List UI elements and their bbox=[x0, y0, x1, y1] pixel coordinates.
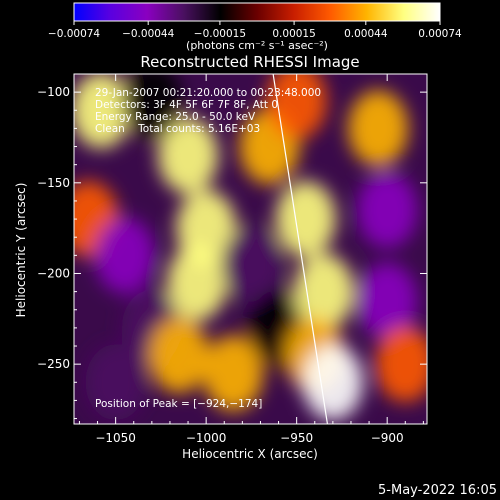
annotation-energy-range: Energy Range: 25.0 - 50.0 keV bbox=[95, 111, 256, 123]
colorbar-gradient bbox=[73, 2, 441, 22]
x-tick-label: −900 bbox=[371, 431, 404, 445]
y-tick-label: −150 bbox=[37, 176, 70, 190]
x-axis-label: Heliocentric X (arcsec) bbox=[182, 447, 318, 461]
axis-ticks: −1050 −1000 −950 −900 −100 −150 −200 −250 bbox=[37, 73, 427, 445]
colorbar-unit-label: (photons cm⁻² s⁻¹ asec⁻²) bbox=[186, 39, 328, 52]
solar-limb-line bbox=[272, 74, 329, 424]
plot-frame bbox=[73, 73, 428, 425]
intensity-blob bbox=[74, 74, 132, 149]
intensity-blob bbox=[221, 226, 282, 303]
intensity-blob bbox=[266, 74, 327, 140]
chart-title: Reconstructed RHESSI Image bbox=[140, 53, 359, 71]
annotations: 29-Jan-2007 00:21:20.000 to 00:23:48.000… bbox=[95, 87, 321, 410]
annotation-peak-position: Position of Peak = [−924,−174] bbox=[95, 398, 262, 410]
intensity-blob bbox=[275, 181, 336, 258]
intensity-blob bbox=[94, 217, 155, 294]
date-stamp: 5-May-2022 16:05 bbox=[378, 483, 497, 498]
colorbar-tick-label: −0.00015 bbox=[194, 28, 246, 40]
y-tick-label: −100 bbox=[37, 85, 70, 99]
intensity-blob bbox=[357, 262, 418, 339]
x-tick-label: −1000 bbox=[186, 431, 227, 445]
y-tick-label: −250 bbox=[37, 357, 70, 371]
intensity-blob bbox=[158, 117, 219, 194]
annotation-detectors: Detectors: 3F 4F 5F 6F 7F 8F, Att 0 bbox=[95, 99, 278, 111]
intensity-blob bbox=[203, 335, 264, 412]
intensity-blob bbox=[302, 344, 363, 421]
x-tick-label: −950 bbox=[280, 431, 313, 445]
colorbar-tick-label: −0.00044 bbox=[122, 28, 175, 40]
intensity-blob bbox=[85, 344, 146, 421]
x-tick-label: −1050 bbox=[95, 431, 136, 445]
y-tick-label: −200 bbox=[37, 266, 70, 280]
colorbar-tick-label: 0.00015 bbox=[272, 28, 315, 40]
annotation-time-range: 29-Jan-2007 00:21:20.000 to 00:23:48.000 bbox=[95, 87, 321, 99]
intensity-blob bbox=[348, 90, 409, 167]
intensity-blob bbox=[357, 172, 418, 249]
intensity-blob bbox=[148, 317, 209, 394]
y-axis-label: Heliocentric Y (arcsec) bbox=[14, 183, 28, 318]
plot-area: −1050 −1000 −950 −900 −100 −150 −200 −250 bbox=[37, 73, 428, 445]
colorbar-tick-label: −0.00074 bbox=[48, 28, 101, 40]
annotation-clean-counts: Clean Total counts: 5.16E+03 bbox=[95, 123, 260, 135]
heatmap-image bbox=[74, 74, 427, 424]
colorbar: −0.00074 −0.00044 −0.00015 0.00015 0.00044 0.… bbox=[48, 2, 462, 52]
colorbar-ticks: −0.00074 −0.00044 −0.00015 0.00015 0.00044 0.… bbox=[48, 21, 462, 40]
colorbar-tick-label: 0.00044 bbox=[344, 28, 388, 40]
intensity-blob bbox=[121, 74, 182, 140]
intensity-blob bbox=[167, 244, 228, 321]
intensity-blob bbox=[375, 326, 427, 403]
colorbar-tick-label: 0.00074 bbox=[418, 28, 462, 40]
intensity-blob bbox=[293, 253, 354, 330]
